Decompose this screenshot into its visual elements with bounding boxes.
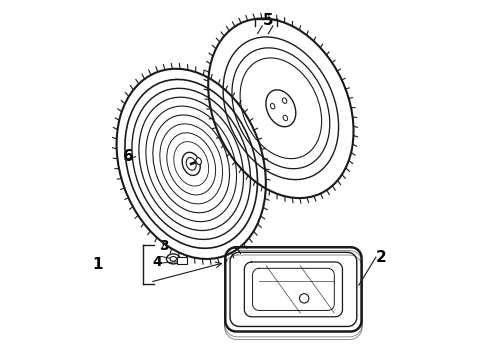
Text: 6: 6 [123,149,134,164]
Text: 4: 4 [152,256,162,270]
Text: 3: 3 [160,239,169,253]
Text: 5: 5 [263,13,273,28]
Text: 2: 2 [376,249,387,265]
Ellipse shape [196,158,201,165]
Bar [177,257,187,264]
Text: 1: 1 [93,257,103,272]
